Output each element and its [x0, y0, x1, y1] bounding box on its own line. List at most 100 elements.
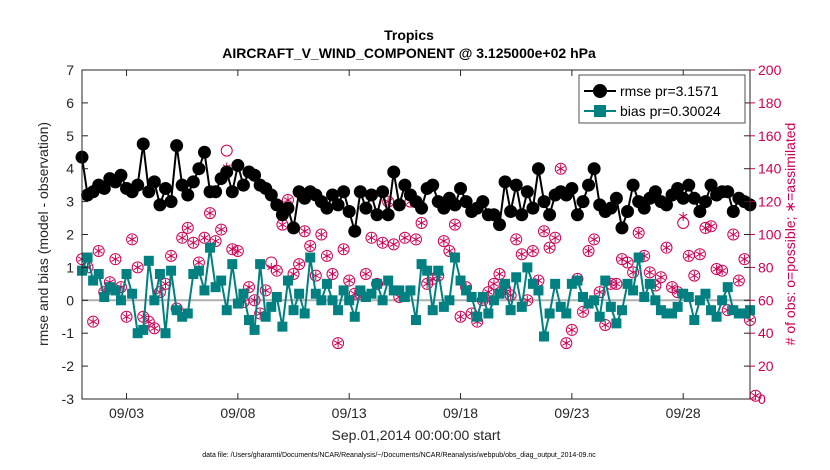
obs-assimilated-point [489, 279, 499, 289]
rmse-point [671, 181, 685, 195]
obs-assimilated-point [233, 246, 243, 256]
rmse-point [621, 204, 635, 218]
obs-possible-point [493, 267, 506, 280]
obs-assimilated-point [133, 262, 142, 272]
bias-point [561, 308, 572, 319]
bias-point [633, 252, 644, 263]
rmse-point [376, 185, 390, 199]
obs-possible-point [727, 228, 740, 241]
bias-point [622, 278, 633, 289]
obs-assimilated-point [194, 257, 204, 267]
asterisk-stroke [484, 289, 493, 295]
asterisk-stroke [400, 235, 410, 241]
obs-assimilated-point [439, 236, 448, 246]
obs-assimilated-point [88, 317, 98, 327]
rmse-point [209, 185, 223, 199]
bias-point [472, 311, 483, 322]
bias-point [305, 252, 316, 263]
bias-point [372, 278, 383, 289]
obs-possible-point [643, 266, 656, 279]
obs-possible-point [220, 144, 233, 157]
legend-bias-marker [594, 105, 606, 117]
rmse-point [543, 208, 557, 222]
bias-point [711, 311, 722, 322]
obs-possible-point [487, 277, 500, 290]
bias-point [722, 282, 733, 293]
obs-possible-point [298, 225, 311, 238]
obs-possible-point [588, 233, 601, 246]
obs-possible-point [577, 305, 589, 318]
bias-point [683, 292, 694, 303]
asterisk-stroke [495, 271, 504, 277]
asterisk-stroke [244, 284, 254, 290]
rmse-point [476, 195, 490, 209]
legend-box [578, 74, 746, 124]
bias-point [110, 285, 121, 296]
asterisk-stroke [389, 241, 398, 248]
obs-possible-point [148, 322, 161, 335]
y-tick-label: 5 [66, 128, 74, 144]
bias-point [667, 308, 678, 319]
rmse-point [604, 201, 618, 215]
bias-point [338, 285, 349, 296]
obs-assimilated-point [161, 279, 170, 289]
bias-point [605, 301, 616, 312]
obs-assimilated-point [645, 267, 654, 277]
rmse-point [131, 178, 145, 192]
obs-possible-point [198, 231, 211, 244]
bias-point [177, 311, 188, 322]
obs-possible-point [326, 267, 339, 280]
asterisk-stroke [751, 393, 760, 399]
asterisk-stroke [144, 319, 153, 325]
bias-point [728, 305, 739, 316]
bias-point [572, 275, 583, 286]
legend-bias-label: bias pr=0.30024 [620, 103, 721, 119]
bias-point [555, 301, 566, 312]
asterisk-stroke [740, 256, 749, 262]
bias-point [99, 292, 110, 303]
bias-point [344, 295, 355, 306]
bias-point [132, 328, 143, 339]
obs-possible-point [337, 243, 350, 256]
legend-rmse-label: rmse pr=3.1571 [620, 83, 719, 99]
asterisk-stroke [211, 238, 220, 244]
obs-possible-point [243, 281, 255, 294]
obs-assimilated-point [150, 323, 159, 333]
asterisk-stroke [150, 325, 159, 331]
rmse-point [704, 178, 718, 192]
obs-assimilated-point [539, 226, 549, 236]
bias-point [282, 275, 293, 286]
obs-assimilated-point [317, 230, 326, 239]
rmse-point [487, 208, 501, 222]
bias-point [238, 288, 249, 299]
obs-possible-point [515, 248, 528, 261]
obs-assimilated-point [111, 254, 120, 264]
asterisk-stroke [623, 259, 632, 266]
bias-point [522, 262, 533, 273]
rmse-point [509, 178, 523, 192]
asterisk-stroke [512, 236, 521, 243]
obs-possible-point [309, 269, 322, 282]
bias-point [360, 292, 371, 303]
obs-assimilated-point [684, 251, 693, 261]
bias-point [477, 292, 488, 303]
obs-possible-point [415, 216, 428, 229]
rmse-point [220, 165, 234, 179]
obs-possible-point [732, 274, 745, 287]
rmse-point [570, 208, 584, 222]
obs-assimilated-point [495, 269, 504, 279]
obs-possible-point [248, 294, 261, 307]
bias-point [383, 275, 394, 286]
obs-assimilated-point [456, 312, 465, 322]
obs-possible-point [560, 337, 573, 350]
obs-possible-point [209, 235, 222, 248]
rmse-point [537, 195, 551, 209]
asterisk-stroke [94, 248, 103, 254]
obs-assimilated-point [189, 238, 198, 248]
rmse-point [531, 162, 545, 176]
rmse-point [359, 201, 373, 215]
bias-point [166, 265, 177, 276]
rmse-point [426, 178, 440, 192]
asterisk-stroke [690, 272, 699, 279]
asterisk-stroke [228, 246, 237, 252]
